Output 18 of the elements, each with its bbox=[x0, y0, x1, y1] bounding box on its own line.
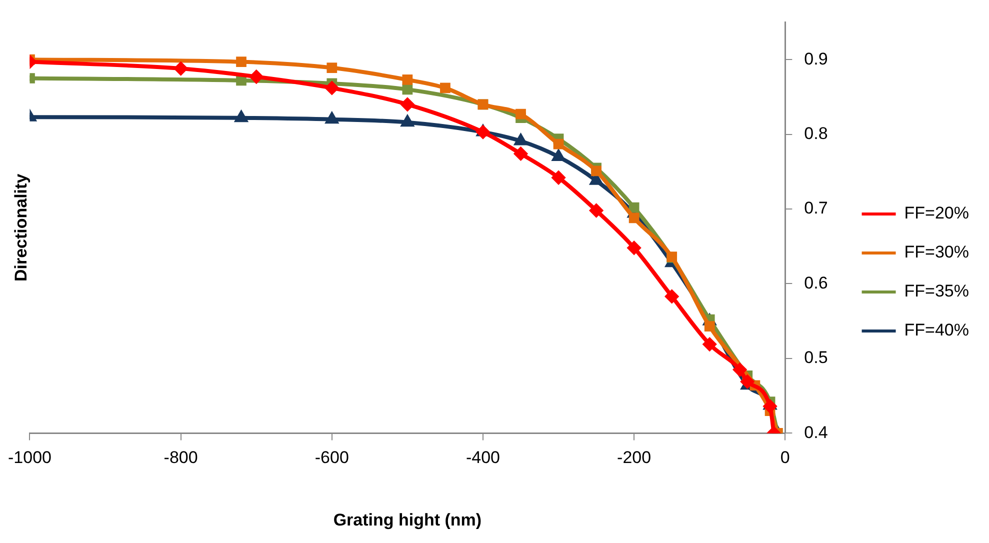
y-tick-label: 0.7 bbox=[804, 198, 828, 218]
y-tick-label: 0.4 bbox=[804, 422, 828, 442]
x-axis-title: Grating hight (nm) bbox=[333, 510, 482, 530]
y-tick-label: 0.6 bbox=[804, 273, 828, 292]
y-tick-label: 0.9 bbox=[804, 49, 828, 68]
legend-label: FF=20% bbox=[904, 204, 970, 223]
y-tick-label: 0.5 bbox=[804, 348, 828, 368]
x-tick-label: 0 bbox=[780, 448, 790, 468]
x-tick-label: -1000 bbox=[8, 448, 52, 468]
legend-label: FF=40% bbox=[904, 320, 970, 340]
legend-label: FF=35% bbox=[904, 282, 970, 301]
x-tick-label: -200 bbox=[617, 448, 652, 468]
x-tick-label: -400 bbox=[466, 448, 500, 468]
x-tick-label: -600 bbox=[314, 448, 349, 468]
x-tick-label: -800 bbox=[164, 448, 198, 468]
y-tick-label: 0.8 bbox=[804, 124, 828, 143]
y-axis-title: Directionality bbox=[12, 173, 31, 282]
legend-label: FF=30% bbox=[904, 242, 970, 262]
